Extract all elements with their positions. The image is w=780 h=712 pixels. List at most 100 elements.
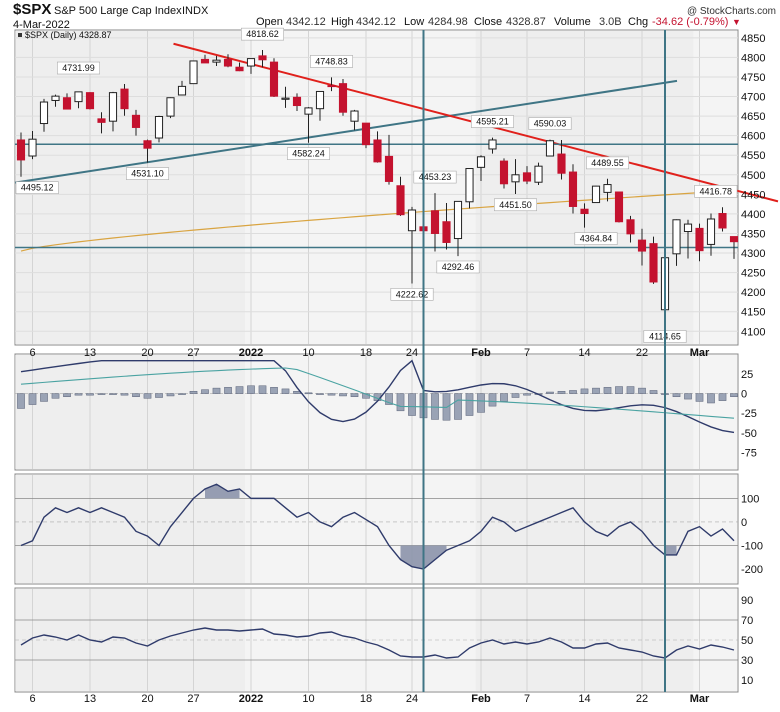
x-tick-label: 6 <box>29 347 35 359</box>
histogram-bar <box>304 392 313 395</box>
histogram-bar <box>247 385 255 394</box>
annotation-box <box>470 115 514 128</box>
histogram-bar <box>707 393 715 404</box>
y-tick-label: 90 <box>741 595 753 607</box>
histogram-bar <box>603 387 612 394</box>
month-shade-band <box>245 31 476 344</box>
y-tick-label: 4650 <box>741 111 765 123</box>
y-tick-label: 25 <box>741 369 753 381</box>
y-tick-label: 4500 <box>741 170 765 182</box>
candle-down <box>637 239 647 252</box>
candle-down <box>580 208 589 215</box>
histogram-bar <box>477 393 485 413</box>
symbol-label: $SPX <box>13 1 51 18</box>
candle-down <box>568 171 578 207</box>
histogram-bar <box>40 393 48 402</box>
y-tick-label: -75 <box>741 447 757 459</box>
x-tick-label: 7 <box>524 693 530 705</box>
y-tick-label: 10 <box>741 675 753 687</box>
histogram-bar <box>270 387 278 394</box>
close-label: Close <box>474 16 502 28</box>
candle-down <box>499 160 509 185</box>
x-tick-label: 24 <box>406 693 418 705</box>
candle-up <box>407 209 417 232</box>
histogram-bar <box>235 386 244 394</box>
histogram-indicator-layer <box>15 359 738 434</box>
y-tick-label: 4400 <box>741 209 765 221</box>
change-label: Chg <box>628 16 648 28</box>
candle-down <box>396 185 405 216</box>
index-name: S&P 500 Large Cap Index <box>54 5 182 17</box>
histogram-bar <box>17 393 25 409</box>
candle-up <box>189 60 198 85</box>
y-tick-label: 4800 <box>741 52 765 64</box>
candle-down <box>62 97 72 110</box>
histogram-bar <box>212 387 221 394</box>
histogram-bar <box>500 393 508 402</box>
y-tick-label: 30 <box>741 655 753 667</box>
candle-down <box>269 61 279 97</box>
candle-up <box>453 200 463 240</box>
histogram-bar <box>189 390 198 394</box>
candle-up <box>315 90 325 110</box>
x-tick-label: 27 <box>187 347 199 359</box>
candle-up <box>534 165 543 183</box>
x-tick-label: Mar <box>690 347 710 359</box>
candle-down <box>235 66 244 72</box>
annotation-box <box>56 61 101 75</box>
candle-down <box>131 114 141 128</box>
y-tick-label: -50 <box>741 428 757 440</box>
histogram-bar <box>684 393 692 400</box>
candle-up <box>154 115 164 139</box>
histogram-bar <box>350 393 359 397</box>
histogram-bar <box>120 393 129 396</box>
rising-trendline <box>14 79 678 184</box>
volume-value: 3.0B <box>599 16 622 28</box>
candle-down <box>292 96 302 107</box>
candle-down <box>695 227 704 252</box>
annotation-box <box>126 167 170 180</box>
histogram-bar <box>109 393 117 395</box>
y-tick-label: 4850 <box>741 33 765 45</box>
oversold-shade <box>665 545 677 555</box>
x-tick-label: Feb <box>471 347 491 359</box>
histogram-bar <box>730 393 738 397</box>
candle-down <box>200 58 210 64</box>
annotation-box <box>528 117 572 130</box>
candle-down <box>223 58 233 67</box>
candle-up <box>246 58 256 67</box>
candle-up <box>465 168 474 203</box>
histogram-bar <box>155 393 163 398</box>
month-shade-band <box>693 475 737 583</box>
price-annotation: 4451.50 <box>499 200 532 210</box>
price-annotation: 4453.23 <box>419 172 452 182</box>
histogram-bar <box>63 393 71 397</box>
y-tick-label: 4600 <box>741 131 765 143</box>
histogram-bar <box>166 393 175 397</box>
x-tick-label: 20 <box>141 347 153 359</box>
y-tick-label: -25 <box>741 408 757 420</box>
month-shade-band <box>245 475 476 583</box>
candle-up <box>39 101 49 125</box>
x-tick-label: 10 <box>302 347 314 359</box>
x-tick-label: 27 <box>187 693 199 705</box>
histogram-bar <box>339 393 347 397</box>
candle-up <box>51 95 60 101</box>
candle-up <box>304 107 313 115</box>
annotation-box <box>241 27 285 41</box>
price-annotation: 4222.62 <box>396 289 429 299</box>
x-tick-label: 2022 <box>239 347 263 359</box>
x-tick-label: 10 <box>302 693 314 705</box>
histogram-bar <box>615 386 623 394</box>
candle-down <box>729 236 739 243</box>
overbought-shade <box>205 484 240 499</box>
month-shade-band <box>15 355 246 469</box>
exchange-label: INDX <box>182 5 209 17</box>
histogram-bar <box>580 388 589 394</box>
annotation-box <box>574 232 618 245</box>
y-tick-label: 4550 <box>741 150 765 162</box>
histogram-bar <box>546 391 554 394</box>
candle-up <box>683 223 693 233</box>
copyright-label: @ StockCharts.com <box>687 6 776 17</box>
